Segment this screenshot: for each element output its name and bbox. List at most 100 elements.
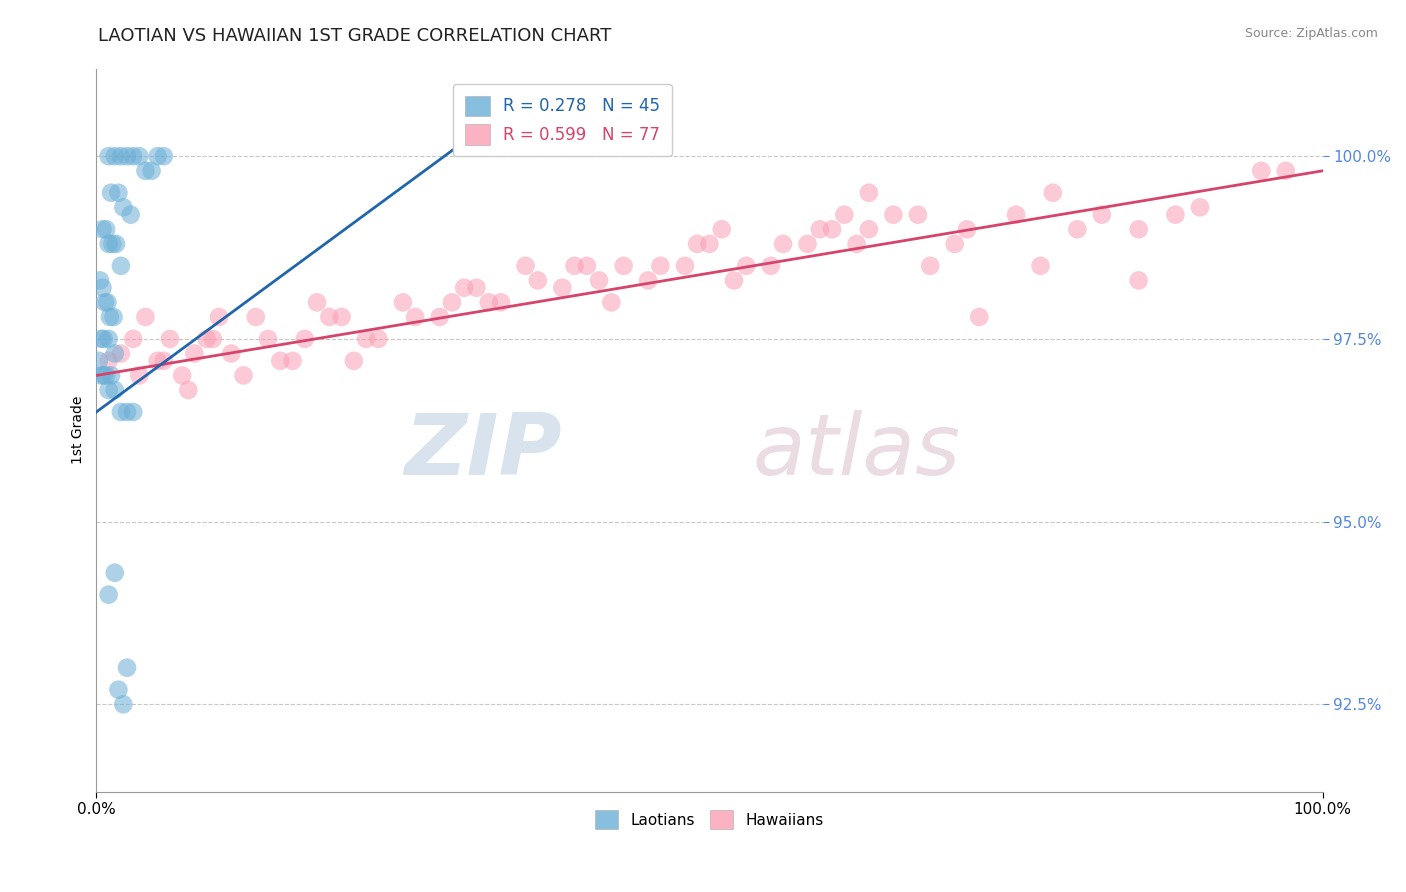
Point [281,354,304,368]
Point [128,149,150,163]
Point [219,346,242,360]
Point [98,310,121,324]
Point [808,222,831,236]
Point [354,332,377,346]
Point [343,354,366,368]
Point [90,368,112,383]
Point [650,259,672,273]
Text: Source: ZipAtlas.com: Source: ZipAtlas.com [1244,27,1378,40]
Point [112,200,135,214]
Point [91,222,114,236]
Point [834,208,856,222]
Point [96,222,118,236]
Point [882,208,904,222]
Point [110,405,132,419]
Point [115,661,138,675]
Point [526,273,548,287]
Point [1042,186,1064,200]
Point [104,566,127,580]
Point [735,259,758,273]
Point [673,259,696,273]
Point [1128,222,1150,236]
Point [183,346,205,360]
Point [307,295,329,310]
Point [152,149,174,163]
Point [600,295,623,310]
Point [478,295,501,310]
Point [318,310,340,324]
Point [367,332,389,346]
Point [956,222,979,236]
Point [96,295,118,310]
Point [920,259,942,273]
Point [858,186,880,200]
Point [257,332,280,346]
Point [1005,208,1028,222]
Point [907,208,929,222]
Point [107,186,129,200]
Point [943,236,966,251]
Point [104,383,127,397]
Point [134,310,156,324]
Point [551,281,574,295]
Point [103,310,125,324]
Point [128,368,150,383]
Point [208,310,231,324]
Point [97,236,120,251]
Point [120,208,142,222]
Point [110,346,132,360]
Point [429,310,451,324]
Point [575,259,598,273]
Point [686,236,709,251]
Point [122,149,145,163]
Point [1250,164,1272,178]
Point [699,236,721,251]
Point [465,281,488,295]
Point [967,310,990,324]
Point [87,354,110,368]
Point [613,259,636,273]
Point [637,273,659,287]
Point [710,222,733,236]
Point [97,354,120,368]
Point [104,236,127,251]
Point [588,273,610,287]
Point [97,332,120,346]
Point [93,332,115,346]
Point [195,332,218,346]
Point [772,236,794,251]
Point [96,368,118,383]
Point [115,149,138,163]
Point [100,368,122,383]
Point [115,405,138,419]
Point [94,295,117,310]
Point [93,368,115,383]
Point [104,346,127,360]
Point [110,259,132,273]
Point [112,698,135,712]
Point [404,310,426,324]
Text: ZIP: ZIP [405,410,562,493]
Point [110,149,132,163]
Point [141,164,163,178]
Point [1164,208,1187,222]
Point [269,354,291,368]
Point [1091,208,1114,222]
Point [177,383,200,397]
Text: atlas: atlas [752,410,960,493]
Point [796,236,818,251]
Point [152,354,174,368]
Point [101,236,124,251]
Point [821,222,844,236]
Point [845,236,868,251]
Point [97,383,120,397]
Point [440,295,463,310]
Point [489,295,512,310]
Point [201,332,224,346]
Point [90,332,112,346]
Point [172,368,194,383]
Legend: Laotians, Hawaiians: Laotians, Hawaiians [589,804,830,835]
Text: LAOTIAN VS HAWAIIAN 1ST GRADE CORRELATION CHART: LAOTIAN VS HAWAIIAN 1ST GRADE CORRELATIO… [98,27,612,45]
Point [97,588,120,602]
Point [91,281,114,295]
